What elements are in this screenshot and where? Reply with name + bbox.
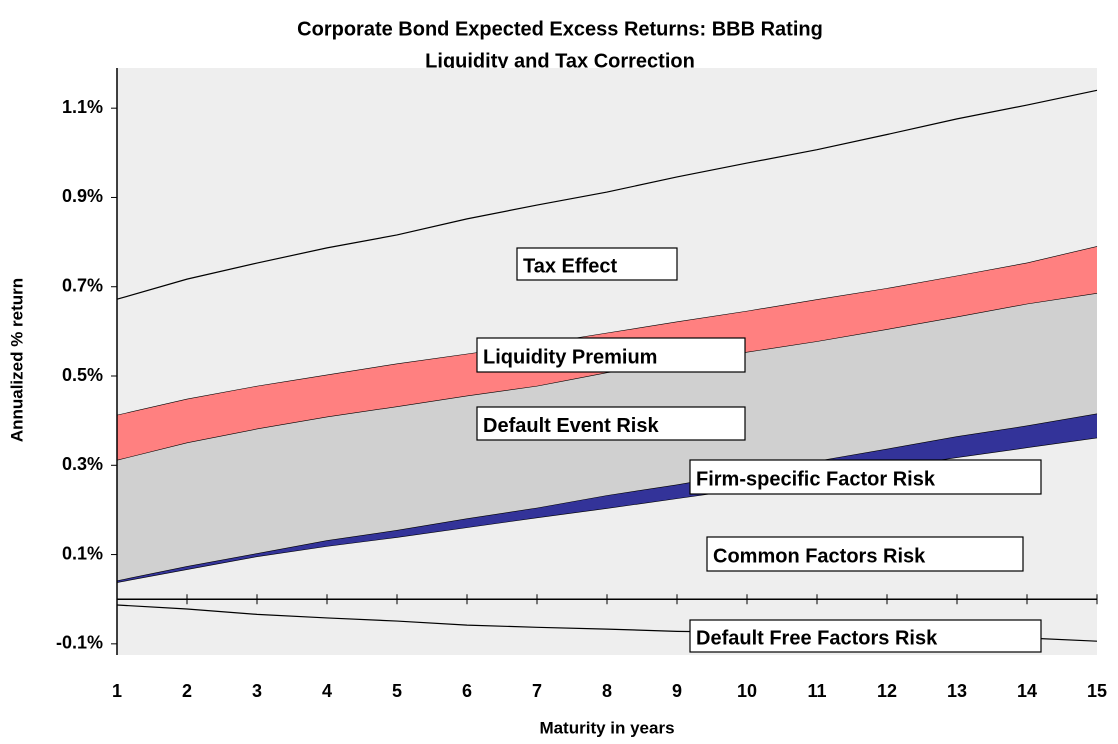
x-tick-label: 10 <box>737 681 757 701</box>
x-tick-label: 5 <box>392 681 402 701</box>
label-box <box>516 247 678 281</box>
series-label: Firm-specific Factor Risk <box>696 468 936 490</box>
series-label: Default Free Factors Risk <box>696 627 938 649</box>
x-axis-title: Maturity in years <box>539 718 674 737</box>
label-box <box>476 406 746 441</box>
y-tick-label: 0.3% <box>62 454 103 474</box>
y-tick-label: 0.5% <box>62 365 103 385</box>
chart-title: Corporate Bond Expected Excess Returns: … <box>297 18 823 40</box>
x-tick-label: 7 <box>532 681 542 701</box>
x-tick-label: 8 <box>602 681 612 701</box>
chart-subtitle: Liquidity and Tax Correction <box>425 50 695 72</box>
y-tick-label: 0.7% <box>62 275 103 295</box>
x-tick-label: 11 <box>807 681 826 701</box>
series-label: Liquidity Premium <box>483 346 657 368</box>
label-box <box>706 536 1024 572</box>
y-tick-label: 0.1% <box>62 543 103 563</box>
series-label: Common Factors Risk <box>713 545 926 567</box>
x-tick-label: 12 <box>877 681 897 701</box>
x-tick-label: 6 <box>462 681 472 701</box>
series-label: Tax Effect <box>523 255 617 277</box>
x-tick-label: 9 <box>672 681 682 701</box>
x-tick-label: 15 <box>1087 681 1107 701</box>
area <box>117 413 1097 583</box>
y-axis-title: Annualized % return <box>7 278 26 442</box>
y-tick-label: 0.9% <box>62 186 103 206</box>
area-edge <box>116 89 1098 300</box>
label-box <box>476 337 746 373</box>
series-label: Default Event Risk <box>483 415 659 437</box>
x-tick-label: 1 <box>112 681 122 701</box>
y-tick-label: 1.1% <box>62 97 103 117</box>
x-tick-label: 13 <box>947 681 967 701</box>
y-tick-label: -0.1% <box>56 633 103 653</box>
x-tick-label: 4 <box>322 681 332 701</box>
x-tick-label: 2 <box>182 681 192 701</box>
x-tick-label: 3 <box>252 681 262 701</box>
label-box <box>689 619 1042 653</box>
label-box <box>689 459 1042 495</box>
x-tick-label: 14 <box>1017 681 1037 701</box>
